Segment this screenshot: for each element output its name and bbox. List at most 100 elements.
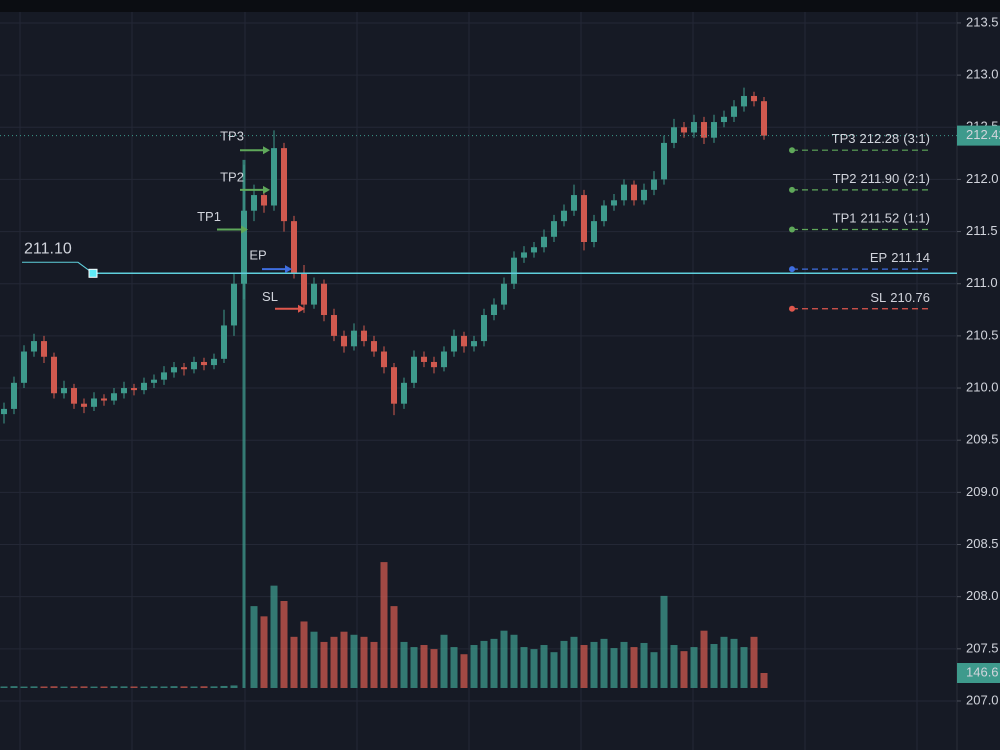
volume-bar xyxy=(170,686,178,688)
price-tag xyxy=(957,125,1000,146)
candle-body xyxy=(471,341,477,347)
volume-bar xyxy=(470,645,478,688)
candle-body xyxy=(121,388,127,394)
level-tag: TP1 xyxy=(197,209,221,224)
volume-bar xyxy=(420,645,428,688)
candle-body xyxy=(521,252,527,258)
candle-body xyxy=(161,372,167,380)
candle-body xyxy=(91,398,97,407)
volume-bar xyxy=(310,631,318,688)
candle-body xyxy=(241,210,247,284)
volume-bar xyxy=(630,647,638,688)
y-tick-label: 209.0 xyxy=(966,484,999,499)
volume-bar xyxy=(530,649,538,688)
y-tick-label: 211.0 xyxy=(966,275,998,290)
candle-body xyxy=(721,116,727,123)
candle-body xyxy=(731,106,737,117)
volume-bar xyxy=(290,636,298,688)
volume-bar xyxy=(270,585,278,688)
volume-bar xyxy=(340,631,348,688)
candle-body xyxy=(671,127,677,143)
candle-body xyxy=(461,335,467,347)
volume-bar xyxy=(30,686,38,688)
candle-body xyxy=(81,403,87,407)
candle-body xyxy=(641,189,647,201)
candle-body xyxy=(611,200,617,206)
price-tag-label: 212.42 xyxy=(966,127,1000,142)
candle-body xyxy=(291,221,297,274)
volume-bar xyxy=(640,642,648,688)
volume-bar xyxy=(670,645,678,688)
candle-body xyxy=(221,325,227,359)
candle-body xyxy=(561,210,567,222)
top-bar xyxy=(0,0,1000,12)
candle-body xyxy=(301,273,307,305)
level-arrowhead xyxy=(263,185,270,194)
volume-bar xyxy=(100,686,108,688)
volume-bar xyxy=(0,686,8,688)
volume-bar xyxy=(390,606,398,688)
volume-bar xyxy=(650,652,658,688)
candle-body xyxy=(401,382,407,404)
level-arrowhead xyxy=(263,146,270,155)
level-tag: TP3 xyxy=(220,129,244,144)
volume-bar xyxy=(260,616,268,688)
volume-bar xyxy=(460,654,468,688)
volume-bar xyxy=(180,686,188,688)
candle-body xyxy=(201,361,207,366)
candle-body xyxy=(101,398,107,401)
candle-body xyxy=(431,361,437,368)
level-tag: SL xyxy=(262,289,278,304)
candle-body xyxy=(51,356,57,394)
level-label: EP 211.14 xyxy=(870,251,930,266)
y-tick-label: 209.5 xyxy=(966,432,999,447)
candle-body xyxy=(501,283,507,305)
candle-body xyxy=(481,315,487,342)
candle-body xyxy=(141,382,147,391)
volume-bar xyxy=(280,601,288,688)
candle-body xyxy=(651,179,657,190)
volume-bar xyxy=(242,159,246,688)
y-tick-label: 211.5 xyxy=(966,223,998,238)
candle-body xyxy=(491,304,497,316)
candle-body xyxy=(531,247,537,253)
volume-bar xyxy=(380,562,388,688)
volume-bar xyxy=(600,638,608,688)
level-dot xyxy=(789,147,795,154)
candle-body xyxy=(111,393,117,401)
candle-body xyxy=(1,408,7,415)
candle-body xyxy=(541,236,547,248)
volume-bar xyxy=(220,685,228,688)
candle-body xyxy=(391,367,397,404)
candle-body xyxy=(701,122,707,138)
candle-body xyxy=(131,388,137,391)
volume-tag-label: 146.6 xyxy=(966,664,999,679)
level-label-part: (2:1) xyxy=(903,171,930,186)
level-label-part: 212.28 xyxy=(860,132,900,147)
hline-handle[interactable] xyxy=(88,268,98,278)
candle-body xyxy=(381,351,387,368)
level-arrowhead xyxy=(285,265,292,274)
volume-bar xyxy=(620,641,628,688)
candle-body xyxy=(361,330,367,342)
candle-body xyxy=(251,195,257,211)
volume-bar xyxy=(480,640,488,688)
candle-body xyxy=(321,283,327,316)
level-dot xyxy=(789,305,795,312)
volume-bar xyxy=(510,634,518,688)
volume-bar xyxy=(70,686,78,688)
volume-bar xyxy=(370,641,378,688)
y-tick-label: 210.5 xyxy=(966,327,999,342)
y-tick-label: 213.0 xyxy=(966,67,999,82)
candle-body xyxy=(661,142,667,180)
candle-body xyxy=(151,379,157,383)
candle-body xyxy=(571,195,577,211)
volume-bar xyxy=(40,686,48,688)
candle-body xyxy=(191,361,197,370)
volume-bar xyxy=(150,686,158,688)
candle-body xyxy=(61,388,67,394)
volume-bar xyxy=(720,636,728,688)
volume-bar xyxy=(110,686,118,688)
